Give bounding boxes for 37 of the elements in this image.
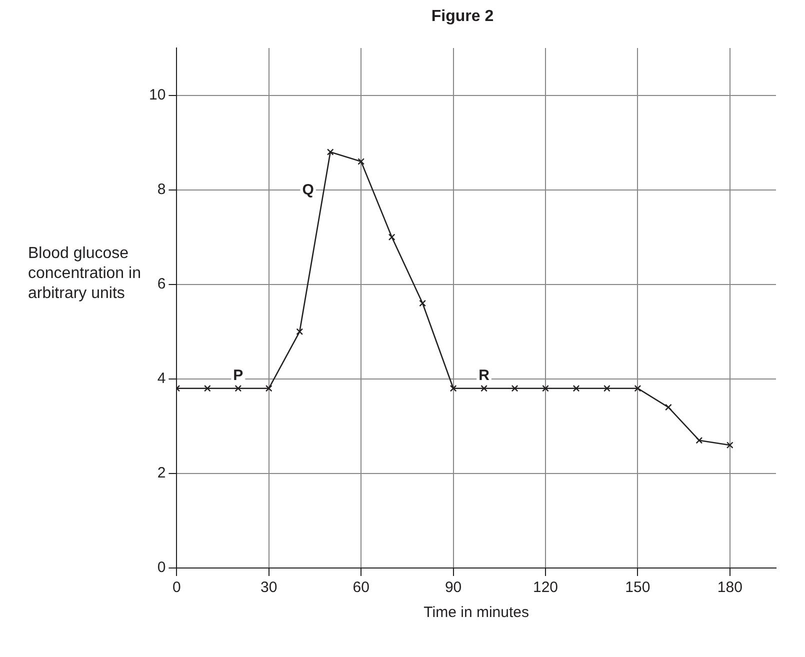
point [480, 384, 488, 392]
point [665, 404, 672, 411]
point [604, 384, 610, 392]
point [326, 148, 334, 156]
point [234, 384, 242, 392]
x-tick-label: 150 [625, 579, 650, 596]
y-tick-label: 2 [157, 464, 166, 482]
x-tick-label: 60 [352, 579, 370, 596]
y-axis-title: Blood glucose concentration in arbitrary units [27, 244, 142, 304]
point [419, 300, 426, 307]
point [358, 158, 365, 165]
y-tick-label: 0 [157, 559, 166, 576]
y-tick-label: 8 [157, 180, 166, 198]
x-tick-label: 180 [717, 579, 742, 596]
point [204, 384, 211, 392]
x-axis-title: Time in minutes [424, 604, 529, 622]
y-tick-label: 10 [148, 86, 166, 104]
point [450, 384, 457, 392]
chart-title: Figure 2 [430, 8, 495, 26]
point [696, 436, 703, 444]
annotation: R [478, 367, 490, 384]
point [296, 328, 304, 336]
x-tick-label: 120 [532, 579, 558, 596]
point [572, 384, 580, 392]
x-tick-label: 90 [444, 579, 462, 596]
x-tick-label: 0 [172, 579, 181, 596]
point [726, 442, 734, 449]
point [388, 234, 396, 241]
point [634, 384, 642, 392]
annotation: P [233, 367, 244, 384]
point [265, 384, 272, 392]
x-tick-label: 30 [260, 579, 278, 596]
annotation: Q [302, 181, 314, 198]
y-tick-label: 6 [157, 276, 166, 293]
y-tick-label: 4 [157, 370, 166, 388]
point [511, 384, 518, 392]
point [542, 384, 549, 392]
